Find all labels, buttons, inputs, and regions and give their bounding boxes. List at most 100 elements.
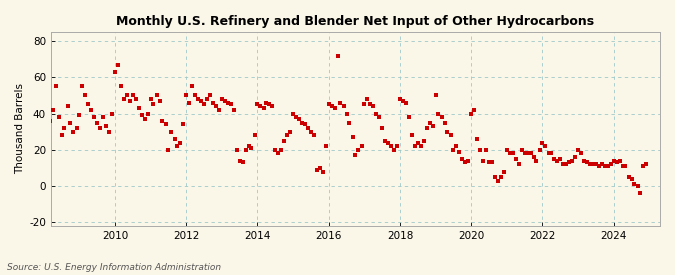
Point	[62, 104, 73, 108]
Point	[564, 160, 574, 165]
Point	[306, 130, 317, 134]
Point	[113, 62, 124, 67]
Point	[448, 148, 459, 152]
Point	[374, 115, 385, 119]
Point	[163, 148, 174, 152]
Point	[208, 100, 219, 105]
Point	[315, 166, 325, 170]
Point	[588, 162, 599, 166]
Point	[323, 102, 334, 107]
Point	[558, 162, 568, 166]
Point	[198, 102, 209, 107]
Point	[151, 93, 162, 98]
Point	[537, 140, 548, 145]
Point	[489, 175, 500, 179]
Point	[540, 144, 551, 148]
Point	[460, 160, 470, 165]
Point	[160, 122, 171, 127]
Point	[614, 158, 625, 163]
Point	[232, 148, 242, 152]
Point	[302, 126, 313, 130]
Point	[468, 108, 479, 112]
Point	[483, 160, 494, 165]
Point	[508, 151, 518, 156]
Point	[237, 160, 248, 165]
Point	[264, 102, 275, 107]
Point	[181, 93, 192, 98]
Point	[502, 148, 512, 152]
Point	[522, 151, 533, 156]
Point	[321, 144, 331, 148]
Point	[128, 93, 138, 98]
Point	[41, 135, 52, 139]
Point	[326, 104, 337, 108]
Point	[404, 115, 414, 119]
Point	[217, 97, 227, 101]
Point	[546, 151, 557, 156]
Point	[80, 93, 91, 98]
Point	[130, 97, 141, 101]
Point	[202, 97, 213, 101]
Point	[276, 148, 287, 152]
Point	[412, 140, 423, 145]
Point	[427, 124, 438, 128]
Point	[228, 108, 239, 112]
Point	[451, 144, 462, 148]
Point	[338, 104, 349, 108]
Point	[638, 164, 649, 168]
Point	[285, 130, 296, 134]
Point	[190, 93, 200, 98]
Point	[353, 148, 364, 152]
Point	[192, 97, 203, 101]
Point	[472, 137, 483, 141]
Point	[157, 119, 168, 123]
Point	[290, 115, 301, 119]
Point	[347, 135, 358, 139]
Point	[597, 162, 608, 166]
Point	[371, 111, 381, 116]
Point	[591, 162, 601, 166]
Point	[572, 148, 583, 152]
Point	[312, 167, 323, 172]
Point	[211, 104, 221, 108]
Point	[53, 115, 64, 119]
Point	[225, 102, 236, 107]
Point	[549, 157, 560, 161]
Point	[525, 151, 536, 156]
Point	[528, 155, 539, 159]
Point	[582, 160, 593, 165]
Point	[134, 106, 144, 110]
Point	[148, 102, 159, 107]
Point	[74, 113, 85, 117]
Point	[504, 151, 515, 156]
Point	[169, 137, 180, 141]
Point	[513, 162, 524, 166]
Point	[611, 160, 622, 165]
Point	[620, 164, 631, 168]
Point	[71, 126, 82, 130]
Point	[632, 184, 643, 188]
Point	[213, 108, 224, 112]
Point	[255, 104, 266, 108]
Point	[442, 130, 453, 134]
Point	[50, 84, 61, 89]
Point	[300, 122, 310, 127]
Point	[270, 148, 281, 152]
Point	[249, 133, 260, 138]
Point	[77, 84, 88, 89]
Point	[395, 97, 406, 101]
Point	[219, 99, 230, 103]
Point	[234, 158, 245, 163]
Point	[410, 144, 421, 148]
Point	[531, 158, 542, 163]
Point	[377, 126, 387, 130]
Point	[487, 160, 497, 165]
Point	[478, 158, 489, 163]
Point	[519, 151, 530, 156]
Point	[101, 124, 111, 128]
Point	[86, 108, 97, 112]
Point	[510, 157, 521, 161]
Point	[350, 153, 361, 157]
Point	[139, 117, 150, 121]
Point	[454, 149, 465, 154]
